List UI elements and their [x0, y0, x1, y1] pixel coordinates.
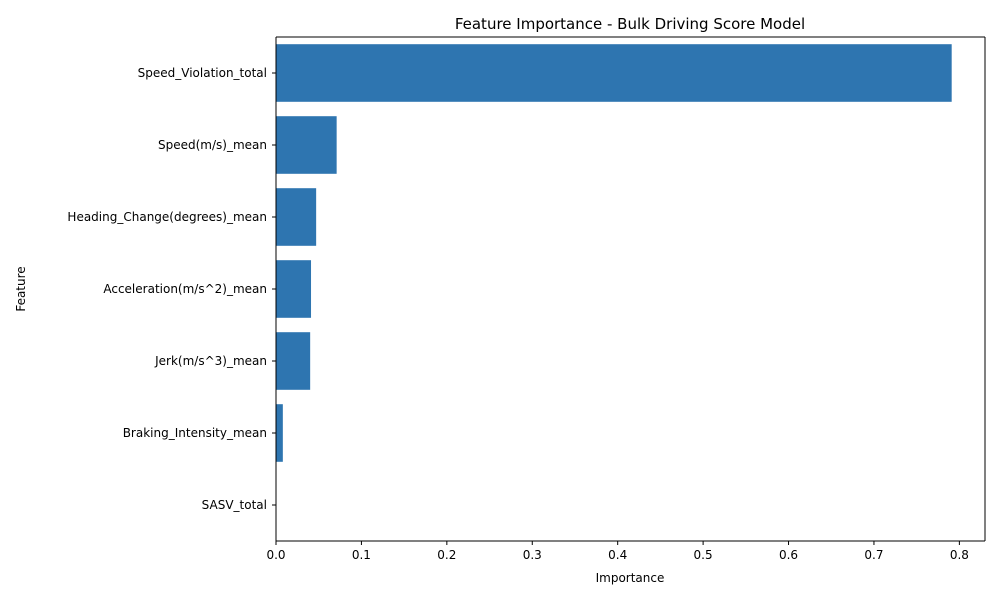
- x-tick-label: 0.5: [694, 548, 713, 562]
- bar-2: [276, 188, 317, 246]
- y-tick-label: Acceleration(m/s^2)_mean: [103, 282, 267, 296]
- x-tick-label: 0.7: [864, 548, 883, 562]
- x-tick-label: 0.3: [523, 548, 542, 562]
- plot-frame: [275, 36, 986, 542]
- x-tick-label: 0.8: [950, 548, 969, 562]
- x-tick-label: 0.6: [779, 548, 798, 562]
- x-tick-label: 0.2: [437, 548, 456, 562]
- bar-3: [276, 260, 312, 318]
- y-tick-label: Braking_Intensity_mean: [123, 426, 267, 440]
- y-tick-label: Speed(m/s)_mean: [158, 138, 267, 152]
- bar-1: [276, 116, 337, 174]
- y-tick-label: Speed_Violation_total: [138, 66, 267, 80]
- bar-5: [276, 404, 283, 462]
- x-tick-label: 0.1: [352, 548, 371, 562]
- x-axis-ticks: 0.0 0.1 0.2 0.3 0.4 0.5 0.6 0.7 0.8: [266, 541, 969, 562]
- x-tick-label: 0.4: [608, 548, 627, 562]
- bar-0: [276, 44, 952, 102]
- x-tick-label: 0.0: [266, 548, 285, 562]
- y-axis-label: Feature: [14, 266, 28, 311]
- bar-4: [276, 332, 311, 390]
- bars-group: [276, 44, 952, 462]
- y-tick-label: Heading_Change(degrees)_mean: [67, 210, 267, 224]
- y-tick-label: SASV_total: [202, 498, 267, 512]
- chart-title: Feature Importance - Bulk Driving Score …: [455, 15, 805, 33]
- y-axis-ticks: Speed_Violation_total Speed(m/s)_mean Head…: [67, 66, 276, 512]
- y-tick-label: Jerk(m/s^3)_mean: [154, 354, 267, 368]
- x-axis-label: Importance: [596, 571, 665, 585]
